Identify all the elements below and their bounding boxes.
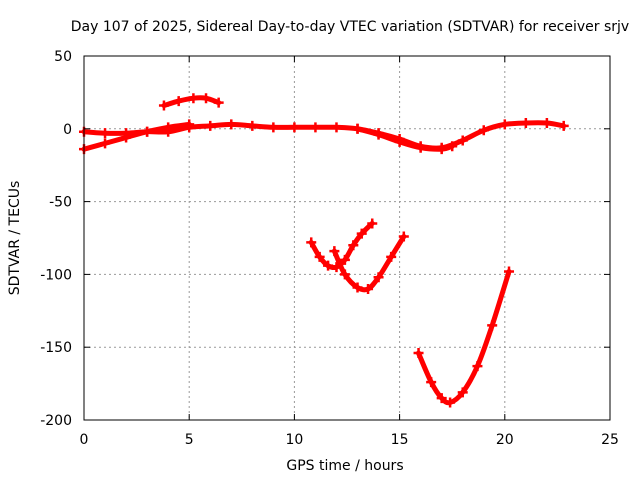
data-point-marker: [268, 122, 279, 133]
data-point-marker: [499, 119, 510, 130]
x-tick-label: 15: [391, 432, 409, 448]
data-series: [79, 93, 569, 408]
data-point-marker: [289, 122, 300, 133]
x-tick-label: 0: [80, 432, 89, 448]
data-point-marker: [457, 135, 468, 146]
y-tick-label: -200: [40, 413, 72, 429]
data-point-marker: [472, 361, 483, 372]
series-track-dip-12-15: [329, 231, 409, 294]
data-point-marker: [352, 282, 363, 293]
data-point-marker: [158, 100, 169, 111]
data-point-marker: [348, 240, 359, 251]
series-track-positive-arc: [158, 93, 224, 111]
data-point-marker: [447, 141, 458, 152]
grid-lines: [84, 56, 610, 420]
axis-ticks: 0 5 10 15 20 25 -200 -150 -100 -50 0 50: [40, 49, 619, 448]
data-point-marker: [394, 136, 405, 147]
y-axis-label: SDTVAR / TECUs: [7, 181, 23, 296]
data-point-marker: [445, 397, 456, 408]
data-point-marker: [184, 119, 195, 130]
data-point-marker: [339, 254, 350, 265]
data-point-marker: [142, 126, 153, 137]
data-point-marker: [504, 266, 515, 277]
data-point-marker: [121, 132, 132, 143]
data-point-marker: [323, 260, 334, 271]
data-point-marker: [436, 393, 447, 404]
data-point-marker: [100, 138, 111, 149]
data-point-marker: [478, 125, 489, 136]
data-point-marker: [426, 377, 437, 388]
data-point-marker: [173, 96, 184, 107]
x-tick-label: 25: [601, 432, 619, 448]
data-point-marker: [367, 218, 378, 229]
data-point-marker: [520, 117, 531, 128]
data-point-marker: [163, 122, 174, 133]
data-point-marker: [306, 237, 317, 248]
series-track-band-13-17: [352, 123, 458, 155]
data-point-marker: [436, 144, 447, 155]
y-tick-label: 0: [63, 122, 72, 138]
data-point-marker: [457, 387, 468, 398]
y-tick-label: 50: [54, 49, 72, 65]
data-point-marker: [398, 231, 409, 242]
data-point-marker: [201, 93, 212, 104]
data-point-marker: [100, 128, 111, 139]
x-axis-label: GPS time / hours: [286, 458, 403, 474]
data-point-marker: [352, 123, 363, 134]
data-point-marker: [386, 251, 397, 262]
data-point-marker: [188, 93, 199, 104]
plot-frame: [83, 55, 611, 421]
data-point-marker: [363, 283, 374, 294]
y-tick-label: -100: [40, 267, 72, 283]
data-point-marker: [314, 251, 325, 262]
data-point-marker: [413, 348, 424, 359]
chart-title: Day 107 of 2025, Sidereal Day-to-day VTE…: [71, 19, 629, 35]
data-point-marker: [213, 97, 224, 108]
series-track-dip-16-20: [413, 266, 515, 408]
data-point-marker: [329, 246, 340, 257]
x-tick-label: 20: [496, 432, 514, 448]
series-track-rising-early: [79, 119, 195, 155]
data-point-marker: [310, 122, 321, 133]
y-tick-label: -50: [49, 195, 72, 211]
data-point-marker: [415, 142, 426, 153]
x-tick-label: 10: [285, 432, 303, 448]
data-point-marker: [487, 320, 498, 331]
data-point-marker: [541, 117, 552, 128]
data-point-marker: [331, 122, 342, 133]
data-point-marker: [356, 228, 367, 239]
data-point-marker: [373, 129, 384, 140]
data-point-marker: [205, 120, 216, 131]
y-tick-label: -150: [40, 340, 72, 356]
data-point-marker: [247, 120, 258, 131]
data-point-marker: [558, 120, 569, 131]
data-point-marker: [226, 119, 237, 130]
x-tick-label: 5: [185, 432, 194, 448]
data-point-marker: [373, 272, 384, 283]
data-point-marker: [339, 269, 350, 280]
